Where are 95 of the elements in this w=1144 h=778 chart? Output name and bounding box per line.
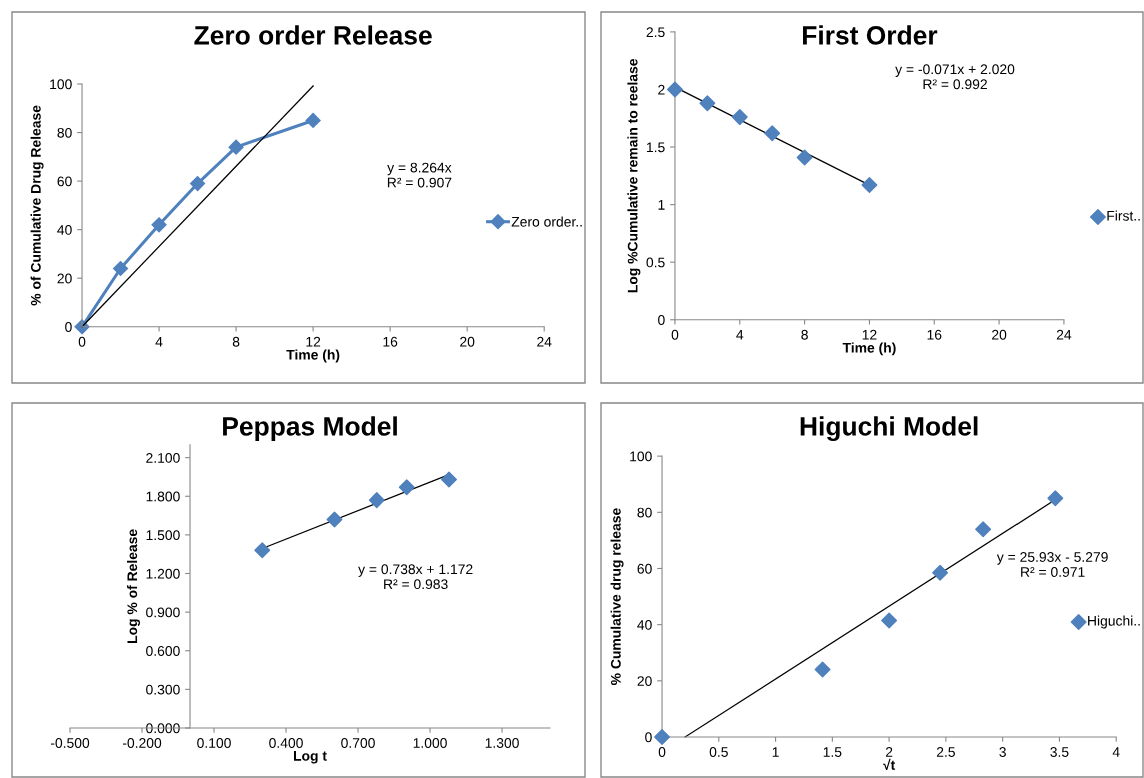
point [731,109,748,126]
x-tick-label: 12 [306,336,321,347]
point [305,112,321,129]
point [151,217,167,233]
x-tick-label: 1.300 [485,738,519,748]
y-tick-label: 20 [637,676,652,686]
y-tick-label: 2 [658,84,665,95]
x-tick-label: 8 [801,329,808,340]
annotation: y = 0.738x + 1.172 R² = 0.983 [358,564,473,590]
y-tick-label: 1 [658,200,665,210]
x-axis-title: Log t [293,751,327,764]
y-tick-label: 2.100 [146,452,180,463]
y-tick-label: 40 [57,225,72,235]
x-axis-title: Time (h) [286,349,340,363]
x-axis-title: √t [883,758,896,770]
x-tick-label: 4 [155,336,163,347]
x-tick-label: 2.5 [936,747,955,757]
x-tick-label: 8 [232,336,240,347]
y-axis-title: Log % of Release [126,529,140,643]
legend-label: First.. [1107,210,1140,221]
y-tick-label: 80 [57,127,72,138]
point [228,139,244,155]
point [764,125,781,142]
y-tick-label: 0.000 [146,723,180,734]
point [814,661,831,678]
y-tick-label: 1.800 [146,491,180,502]
point [699,95,716,112]
x-tick-label: 16 [927,329,942,340]
point [654,729,671,745]
point [975,521,992,538]
chart-title: Higuchi Model [800,416,978,442]
x-tick-label: -0.200 [122,738,162,748]
x-tick-label: 0.5 [709,747,728,757]
y-tick-label: 20 [57,273,72,284]
y-tick-label: 0.600 [146,646,180,656]
y-tick-label: 0.5 [646,257,665,268]
x-tick-label: 1.000 [413,738,447,748]
y-tick-label: 1.500 [146,530,180,541]
legend-label: Higuchi.. [1088,615,1140,629]
point [112,260,129,277]
y-tick-label: 0.300 [146,684,180,695]
y-tick-label: 60 [637,563,652,574]
annotation: y = 8.264x R² = 0.907 [387,162,452,188]
x-tick-label: 12 [862,329,877,340]
x-tick-label: 1 [772,747,779,757]
y-tick-label: 1.200 [146,568,180,579]
y-tick-label: 100 [630,451,652,462]
y-tick-label: 40 [637,619,652,630]
point [254,542,271,559]
x-tick-label: 2 [885,747,893,757]
y-tick-label: 0 [65,322,72,332]
y-tick-label: 1.5 [646,142,665,153]
x-tick-label: 20 [460,336,475,347]
x-tick-label: 0.700 [341,738,375,748]
point [326,511,343,528]
x-tick-label: 3.5 [1050,747,1069,757]
y-axis-title: % of Cumulative Drug Release [30,105,44,306]
point [189,175,206,192]
x-tick-label: 24 [1056,329,1072,340]
point [796,149,813,166]
x-axis-title: Time (h) [842,342,896,356]
point [398,479,415,496]
point [666,81,683,98]
x-tick-label: -0.500 [50,738,90,748]
x-tick-label: 16 [383,336,398,347]
x-tick-label: 4 [736,329,744,340]
x-tick-label: 24 [537,336,552,347]
y-tick-label: 0 [658,315,665,325]
y-tick-label: 0.900 [146,607,180,618]
x-tick-label: 0 [671,329,679,340]
annotation: y = 25.93x - 5.279 R² = 0.971 [996,552,1108,577]
point [368,492,385,509]
point [861,177,878,194]
y-tick-label: 2.5 [646,27,665,38]
x-tick-label: 1.5 [823,747,842,757]
x-tick-label: 0.400 [269,738,303,748]
point [441,471,457,488]
legend-label: Zero order.. [511,216,582,227]
y-tick-label: 80 [637,507,652,518]
chart-title: Zero order Release [194,25,432,45]
y-axis-title: Log %Cumulative remain to reelase [627,58,641,293]
point [932,564,949,581]
chart-title: First Order [803,25,938,45]
x-tick-label: 0 [78,336,86,347]
annotation: y = -0.071x + 2.020 R² = 0.992 [895,64,1015,90]
chart-title: Peppas Model [223,416,397,441]
x-tick-label: 4 [1112,747,1120,757]
x-tick-label: 20 [992,329,1007,340]
x-tick-label: 0.100 [197,738,231,748]
point [881,612,898,629]
x-tick-label: 3 [999,747,1006,757]
y-tick-label: 60 [57,176,72,187]
y-tick-label: 100 [50,79,72,90]
y-axis-title: % Cumulative drug release [610,508,624,685]
point [1047,490,1064,507]
